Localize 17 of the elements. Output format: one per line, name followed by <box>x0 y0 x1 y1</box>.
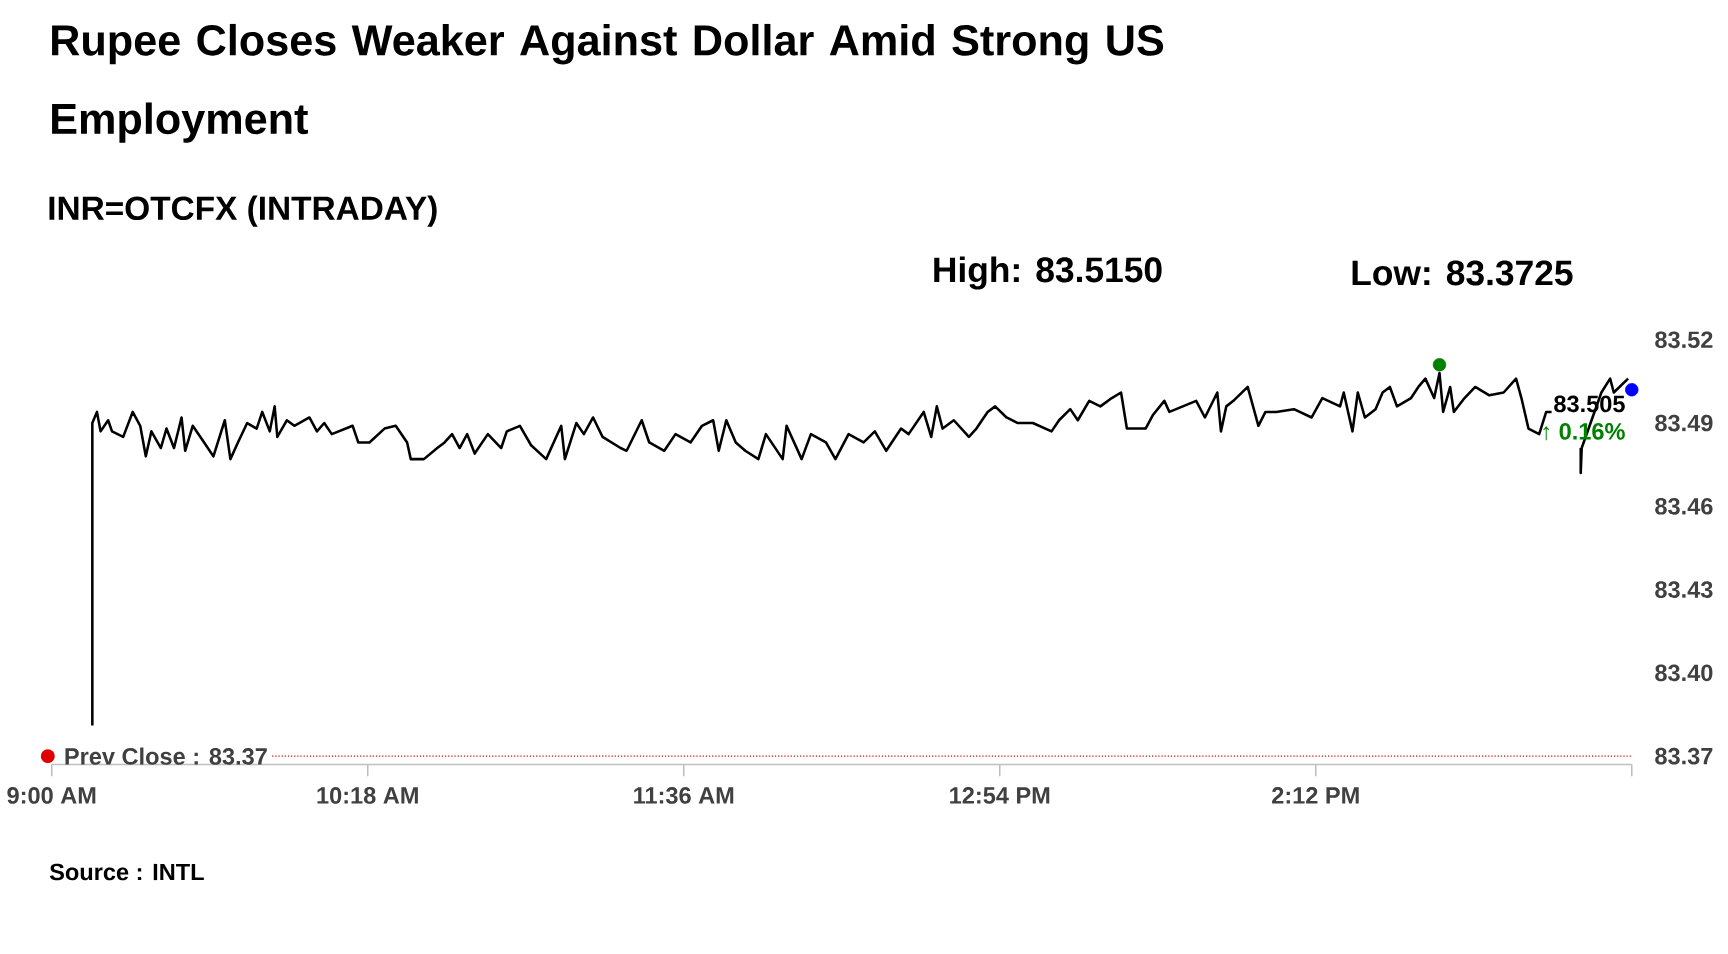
y-tick-label: 83.40 <box>1655 664 1713 681</box>
text: Low: 83.3725 <box>1352 260 1573 286</box>
x-tick-label: 11:36 AM <box>634 786 734 804</box>
ref-line-label: Prev Close : 83.37 <box>65 747 267 765</box>
y-tick-label: 83.46 <box>1655 497 1713 515</box>
text: High: 83.5150 <box>934 256 1162 290</box>
source-note: Source : INTL <box>49 863 204 881</box>
y-tick-label: 83.37 <box>1655 747 1713 765</box>
y-tick-label: 83.43 <box>1655 581 1713 598</box>
y-tick-label: 83.52 <box>1655 331 1713 348</box>
x-tick-label: 12:54 PM <box>950 786 1050 804</box>
x-tick-label: 2:12 PM <box>1272 786 1359 804</box>
y-tick-label: 83.49 <box>1655 414 1713 432</box>
chart-subtitle: INR=OTCFX (INTRADAY) <box>49 195 437 227</box>
x-tick-label: 10:18 AM <box>317 786 418 804</box>
chart-title: Rupee Closes Weaker Against Dollar Amid Strong US Employment <box>52 23 1164 143</box>
x-tick-label: 9:00 AM <box>7 786 96 804</box>
